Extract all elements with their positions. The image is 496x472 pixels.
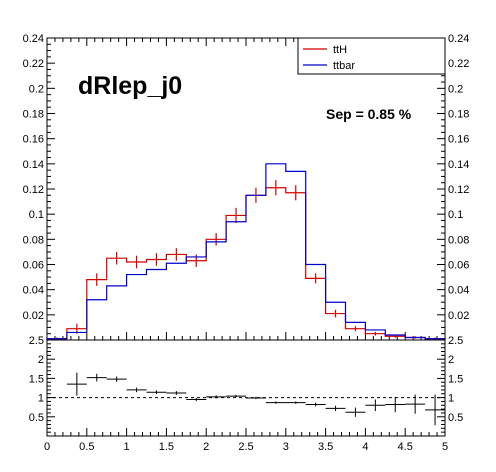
main-y-tick-label-right: 0.08 <box>448 234 469 246</box>
chart-title: dRlep_j0 <box>78 72 182 100</box>
main-y-tick-label: 0.12 <box>23 184 44 196</box>
main-y-tick-label-right: 0.06 <box>448 260 469 272</box>
ratio-x-tick-label: 0 <box>44 441 50 453</box>
ratio-x-tick-label: 5 <box>442 441 448 453</box>
ratio-x-tick-label: 4 <box>362 441 368 453</box>
legend-label-ttbar: ttbar <box>333 60 355 72</box>
ratio-frame <box>46 339 446 437</box>
ratio-y-tick-label: 2.5 <box>29 335 44 347</box>
main-y-tick-label-right: 0.16 <box>448 134 469 146</box>
ratio-x-tick-label: 1 <box>124 441 130 453</box>
ratio-y-tick-label-right: 2.5 <box>448 335 463 347</box>
main-y-tick-label-right: 0.24 <box>448 33 469 45</box>
main-y-tick-label-right: 0.1 <box>448 209 463 221</box>
ratio-y-tick-label-right: 0.5 <box>448 412 463 424</box>
ratio-x-tick-label: 3.5 <box>318 441 333 453</box>
main-y-tick-label: 0.16 <box>23 134 44 146</box>
ratio-x-tick-label: 1.5 <box>159 441 174 453</box>
ratio-x-tick-label: 0.5 <box>79 441 94 453</box>
ratio-x-tick-label: 4.5 <box>398 441 413 453</box>
ratio-x-tick-label: 2.5 <box>238 441 253 453</box>
main-axis-ticks: 0.02 0.02 0.04 0.04 0.06 0.06 0.08 0.08 0.1 0.1 0.… <box>23 33 469 341</box>
main-y-tick-label-right: 0.02 <box>448 310 469 322</box>
ratio-x-tick-label: 2 <box>203 441 209 453</box>
main-y-tick-label: 0.04 <box>23 285 44 297</box>
main-y-tick-label: 0.1 <box>29 209 44 221</box>
ratio-points <box>66 372 445 426</box>
separation-annotation: Sep = 0.85 % <box>326 106 412 122</box>
main-y-tick-label: 0.06 <box>23 260 44 272</box>
main-histograms <box>46 163 446 340</box>
main-y-tick-label: 0.18 <box>23 109 44 121</box>
ratio-x-tick-label: 3 <box>283 441 289 453</box>
main-y-tick-label-right: 0.18 <box>448 109 469 121</box>
main-y-tick-label: 0.22 <box>23 58 44 70</box>
legend-label-tth: ttH <box>333 44 347 56</box>
main-y-tick-label: 0.08 <box>23 234 44 246</box>
main-y-tick-label: 0.2 <box>29 83 44 95</box>
ratio-y-tick-label-right: 1 <box>448 393 454 405</box>
ratio-y-tick-label-right: 2 <box>448 354 454 366</box>
legend: ttH ttbar <box>297 37 446 75</box>
histogram-ttbar <box>46 163 446 340</box>
main-y-tick-label-right: 0.22 <box>448 58 469 70</box>
ratio-y-tick-label: 0.5 <box>29 412 44 424</box>
main-y-tick-label-right: 0.2 <box>448 83 463 95</box>
ratio-axis-ticks: 0 0.5 1 1.5 2 2.5 3 3.5 4 4.5 5 0.5 0.5 1 1 1.5 1.5 2 2 2.5… <box>29 335 464 453</box>
ratio-y-tick-label: 1.5 <box>29 373 44 385</box>
main-y-tick-label-right: 0.04 <box>448 285 469 297</box>
legend-box <box>297 37 446 75</box>
main-y-tick-label: 0.14 <box>23 159 44 171</box>
main-y-tick-label: 0.24 <box>23 33 44 45</box>
ratio-y-tick-label: 1 <box>38 393 44 405</box>
main-y-tick-label: 0.02 <box>23 310 44 322</box>
ratio-y-tick-label: 2 <box>38 354 44 366</box>
main-y-tick-label-right: 0.14 <box>448 159 469 171</box>
ratio-y-tick-label-right: 1.5 <box>448 373 463 385</box>
main-y-tick-label-right: 0.12 <box>448 184 469 196</box>
